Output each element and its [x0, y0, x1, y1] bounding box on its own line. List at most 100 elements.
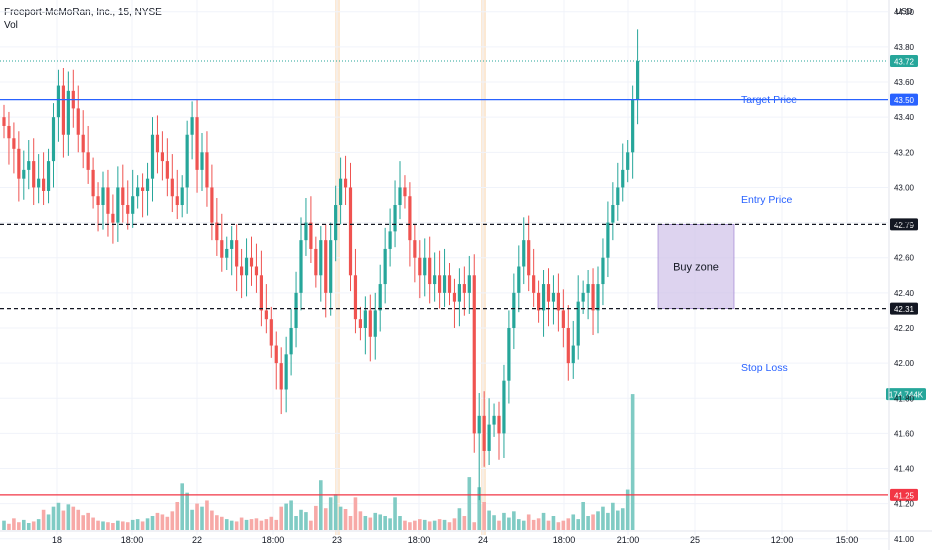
- volume-bar: [422, 519, 427, 530]
- candle-body: [81, 134, 85, 153]
- volume-bar: [244, 519, 249, 530]
- volume-bar: [160, 514, 165, 530]
- price-level-tag-label: 42.79: [894, 221, 915, 230]
- candle-body: [616, 187, 620, 206]
- entry-price-label: Entry Price: [741, 194, 793, 206]
- candle-body: [101, 187, 105, 206]
- volume-bar: [299, 509, 303, 530]
- candle-body: [527, 240, 531, 276]
- volume-bar: [130, 519, 135, 530]
- volume-bar: [333, 494, 338, 530]
- candle-body: [541, 284, 546, 311]
- candle-body: [155, 134, 160, 153]
- y-tick-label: 41.20: [894, 500, 915, 509]
- candle-body: [348, 187, 353, 276]
- target-price-label: Target Price: [741, 94, 797, 106]
- y-tick-label: 44.00: [894, 8, 915, 17]
- candle-body: [571, 345, 575, 364]
- y-tick-label: 42.60: [894, 254, 915, 263]
- volume-bar: [150, 516, 155, 530]
- volume-bar: [403, 520, 407, 530]
- volume-bar: [482, 502, 486, 530]
- candle-body: [195, 117, 199, 170]
- volume-bar: [447, 522, 452, 530]
- volume-bar: [492, 515, 496, 530]
- candle-body: [363, 310, 367, 328]
- symbol-title: Freeport-McMoRan, Inc., 15, NYSE: [4, 7, 162, 18]
- volume-bar: [145, 518, 150, 530]
- candle-body: [546, 284, 551, 302]
- volume-bar: [551, 516, 556, 530]
- candle-body: [205, 152, 209, 188]
- price-level-tag-label: 42.31: [894, 305, 915, 314]
- volume-bar: [571, 514, 576, 530]
- volume-bar: [353, 497, 358, 530]
- candle-body: [631, 99, 635, 153]
- price-level-tag-label: 41.25: [894, 491, 915, 500]
- volume-bar: [96, 520, 100, 530]
- candle-body: [289, 327, 293, 355]
- candle-body: [467, 275, 471, 293]
- volume-bar: [502, 512, 506, 530]
- candle-body: [215, 222, 219, 241]
- candle-body: [185, 134, 189, 188]
- candle-body: [502, 380, 506, 434]
- volume-bar: [536, 518, 541, 530]
- candle-body: [7, 125, 11, 139]
- volume-bar: [373, 512, 378, 530]
- volume-bar: [229, 520, 234, 530]
- candle-body: [190, 117, 194, 135]
- volume-bar: [517, 519, 521, 530]
- volume-bar: [254, 518, 259, 530]
- chart-legend: Freeport-McMoRan, Inc., 15, NYSE Vol: [4, 6, 162, 32]
- volume-bar: [581, 502, 585, 530]
- candle-body: [586, 284, 590, 293]
- volume-bar: [279, 506, 283, 530]
- price-level-tag: [890, 302, 918, 315]
- candle-body: [477, 415, 481, 434]
- volume-bar: [111, 523, 115, 530]
- volume-bar: [274, 519, 279, 530]
- y-tick-label: 41.00: [894, 535, 915, 544]
- candle-body: [517, 266, 521, 293]
- candle-body: [96, 196, 100, 206]
- price-level-tag-label: 43.50: [894, 96, 915, 105]
- volume-bar: [71, 506, 76, 530]
- candle-body: [433, 275, 437, 285]
- volume-bar: [205, 500, 209, 530]
- volume-bar: [368, 517, 373, 530]
- volume-bar: [269, 516, 274, 530]
- candle-body: [576, 301, 580, 346]
- candle-body: [383, 248, 387, 285]
- volume-bar: [363, 516, 368, 530]
- volume-bar: [388, 518, 392, 530]
- candle-body: [487, 424, 491, 451]
- candle-body: [353, 275, 358, 320]
- candle-body: [91, 169, 95, 197]
- price-level-tag: [890, 93, 918, 106]
- volume-bar: [180, 483, 184, 530]
- price-level-tag: [890, 218, 918, 231]
- candle-body: [507, 327, 511, 381]
- volume-bar: [56, 502, 61, 530]
- candle-body: [428, 257, 432, 285]
- volume-bar: [289, 500, 293, 530]
- candle-body: [46, 161, 51, 191]
- candle-body: [225, 248, 229, 258]
- x-tick-label: 18: [52, 535, 62, 545]
- candle-body: [472, 275, 476, 434]
- candle-body: [37, 178, 41, 188]
- volume-bar: [155, 512, 160, 530]
- volume-bar: [556, 522, 561, 530]
- candle-body: [408, 196, 412, 241]
- volume-bar: [215, 515, 219, 530]
- y-tick-label: 41.80: [894, 394, 915, 403]
- volume-bar: [175, 502, 180, 530]
- candle-body: [522, 240, 526, 267]
- volume-bar: [190, 509, 194, 530]
- volume-bar: [358, 511, 363, 530]
- candle-body: [388, 231, 392, 249]
- volume-bar: [596, 511, 600, 530]
- candle-body: [497, 415, 501, 434]
